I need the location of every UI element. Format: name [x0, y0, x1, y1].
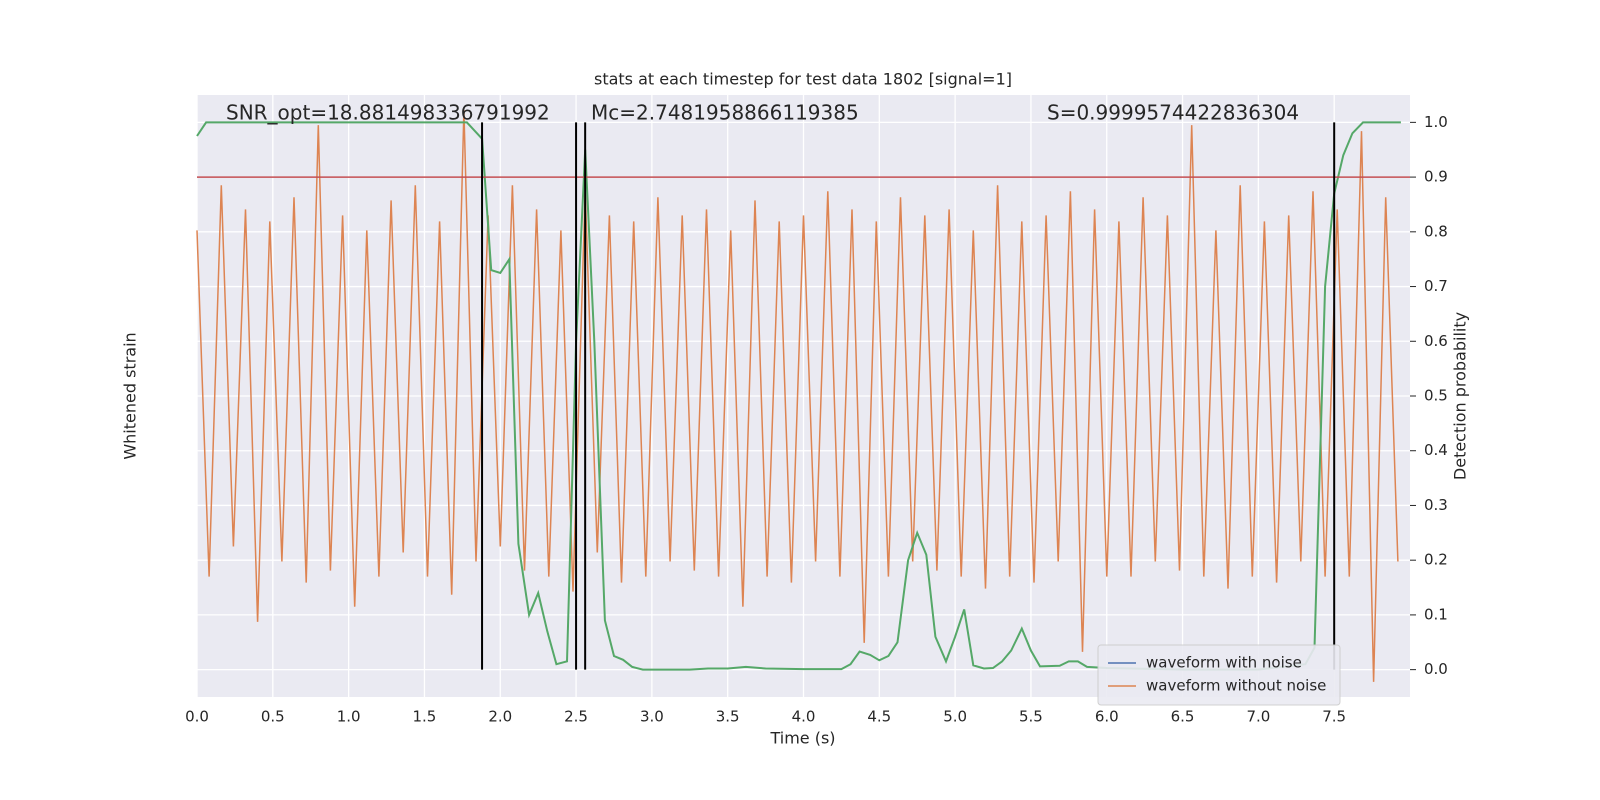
- legend-label: waveform without noise: [1146, 677, 1326, 695]
- x-tick-label: 0.0: [185, 708, 209, 726]
- x-tick-label: 1.5: [413, 708, 437, 726]
- annotation: SNR_opt=18.881498336791992: [226, 101, 550, 125]
- x-tick-label: 6.5: [1171, 708, 1195, 726]
- x-tick-label: 0.5: [261, 708, 285, 726]
- y2-tick-label: 0.0: [1424, 660, 1448, 678]
- x-tick-label: 2.5: [564, 708, 588, 726]
- annotation: S=0.9999574422836304: [1047, 101, 1299, 125]
- x-tick-label: 6.0: [1095, 708, 1119, 726]
- annotation: Mc=2.7481958866119385: [591, 101, 859, 125]
- y2-tick-label: 0.8: [1424, 222, 1448, 240]
- y2-tick-label: 1.0: [1424, 113, 1448, 131]
- chart-title: stats at each timestep for test data 180…: [594, 70, 1012, 89]
- x-tick-label: 3.5: [716, 708, 740, 726]
- y2-tick-label: 0.1: [1424, 605, 1448, 623]
- y2-axis-label: Detection probability: [1451, 312, 1470, 480]
- x-tick-label: 2.0: [488, 708, 512, 726]
- y2-tick-label: 0.4: [1424, 441, 1448, 459]
- x-tick-label: 7.5: [1322, 708, 1346, 726]
- legend-label: waveform with noise: [1146, 654, 1302, 672]
- y2-tick-label: 0.9: [1424, 168, 1448, 186]
- line-series: [196, 110, 1399, 682]
- x-tick-label: 5.5: [1019, 708, 1043, 726]
- y2-tick-label: 0.2: [1424, 551, 1448, 569]
- y2-tick-label: 0.6: [1424, 332, 1448, 350]
- x-axis-label: Time (s): [769, 729, 835, 748]
- y-axis-label: Whitened strain: [121, 332, 140, 459]
- x-tick-label: 3.0: [640, 708, 664, 726]
- x-tick-label: 5.0: [943, 708, 967, 726]
- x-tick-label: 4.0: [792, 708, 816, 726]
- x-tick-label: 7.0: [1246, 708, 1270, 726]
- x-tick-label: 1.0: [337, 708, 361, 726]
- x-tick-label: 4.5: [867, 708, 891, 726]
- legend-box: [1097, 644, 1341, 706]
- y2-tick-label: 0.7: [1424, 277, 1448, 295]
- y2-tick-label: 0.5: [1424, 387, 1448, 405]
- y2-tick-label: 0.3: [1424, 496, 1448, 514]
